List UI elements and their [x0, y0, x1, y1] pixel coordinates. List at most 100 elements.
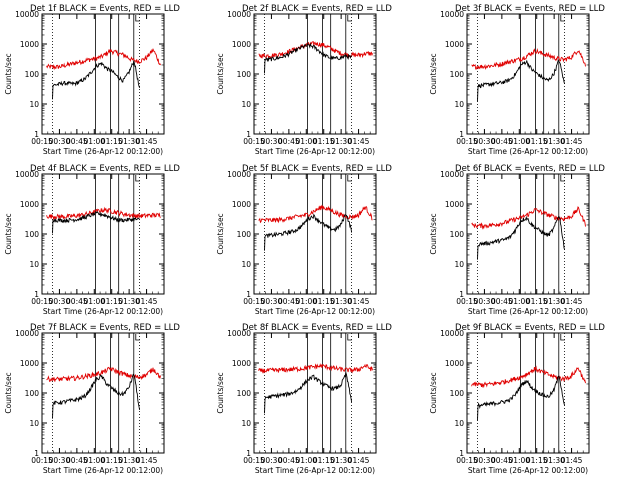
- lld-series-line: [46, 366, 161, 383]
- y-tick-label: 1000: [232, 40, 251, 49]
- y-tick-label: 10: [454, 260, 464, 269]
- y-axis-label: Counts/sec: [4, 372, 13, 413]
- y-tick-label: 100: [25, 230, 40, 239]
- plot-frame: [41, 173, 165, 295]
- lld-series-line: [471, 48, 586, 70]
- x-tick-label: 01:30: [543, 456, 565, 465]
- y-tick-label: 10000: [440, 10, 464, 19]
- panel-title: Det 5f BLACK = Events, RED = LLD: [242, 164, 392, 174]
- panel-title: Det 3f BLACK = Events, RED = LLD: [455, 4, 605, 14]
- x-tick-label: 01:15: [313, 137, 335, 146]
- x-tick-label: 01:00: [295, 456, 317, 465]
- events-series-line: [264, 42, 352, 74]
- x-tick-label: 01:30: [543, 137, 565, 146]
- corner-bracket: [347, 334, 352, 341]
- x-tick-label: 00:45: [491, 137, 513, 146]
- events-series-line: [477, 59, 566, 102]
- corner-bracket: [560, 334, 565, 341]
- x-tick-label: 01:45: [136, 137, 158, 146]
- x-tick-label: 00:15: [243, 137, 265, 146]
- x-tick-label: 01:30: [543, 297, 565, 306]
- y-tick-label: 10000: [15, 170, 39, 179]
- y-tick-label: 10: [29, 260, 39, 269]
- x-tick-label: 01:45: [348, 137, 370, 146]
- plot-frame: [253, 332, 377, 454]
- x-tick-label: 00:30: [474, 137, 496, 146]
- x-tick-label: 00:15: [31, 137, 53, 146]
- y-tick-label: 100: [25, 389, 40, 398]
- x-tick-label: 00:30: [49, 456, 71, 465]
- y-tick-label: 1: [459, 130, 464, 139]
- x-tick-label: 00:15: [31, 456, 53, 465]
- y-tick-label: 10000: [440, 170, 464, 179]
- y-tick-label: 1000: [20, 40, 39, 49]
- x-tick-label: 00:30: [261, 137, 283, 146]
- panel-det-3f: Det 3f BLACK = Events, RED = LLD 1 10 100 10…: [429, 4, 605, 156]
- x-tick-label: 01:00: [295, 297, 317, 306]
- events-series-line: [52, 373, 141, 419]
- y-tick-label: 1: [459, 449, 464, 458]
- y-axis-label: Counts/sec: [216, 53, 225, 94]
- y-tick-label: 10000: [227, 10, 251, 19]
- events-series-line: [477, 374, 566, 421]
- x-tick-label: 00:30: [474, 297, 496, 306]
- y-tick-label: 10000: [440, 329, 464, 338]
- y-axis-label: Counts/sec: [4, 213, 13, 254]
- y-tick-label: 1: [246, 130, 251, 139]
- lld-series-line: [471, 206, 586, 230]
- x-tick-label: 01:00: [508, 456, 530, 465]
- x-tick-label: 01:00: [508, 297, 530, 306]
- panel-title: Det 9f BLACK = Events, RED = LLD: [455, 323, 605, 333]
- plot-frame: [253, 173, 377, 295]
- y-tick-label: 1000: [232, 200, 251, 209]
- corner-bracket: [560, 15, 565, 22]
- lld-series-line: [471, 365, 586, 389]
- plot-frame: [466, 332, 590, 454]
- y-tick-label: 10000: [227, 329, 251, 338]
- x-tick-label: 00:15: [243, 297, 265, 306]
- panel-title: Det 7f BLACK = Events, RED = LLD: [30, 323, 180, 333]
- events-series-line: [264, 213, 353, 251]
- x-tick-label: 00:45: [278, 137, 300, 146]
- lld-series-line: [258, 204, 373, 224]
- x-tick-label: 01:45: [561, 456, 583, 465]
- panel-det-9f: Det 9f BLACK = Events, RED = LLD 1 10 100 10…: [429, 323, 605, 475]
- x-tick-label: 01:00: [508, 137, 530, 146]
- events-series-line: [52, 211, 140, 234]
- y-tick-label: 10000: [15, 10, 39, 19]
- panel-title: Det 8f BLACK = Events, RED = LLD: [242, 323, 392, 333]
- panel-title: Det 4f BLACK = Events, RED = LLD: [30, 164, 180, 174]
- x-tick-label: 01:15: [313, 456, 335, 465]
- x-tick-label: 01:30: [118, 456, 140, 465]
- y-tick-label: 1000: [20, 359, 39, 368]
- x-tick-label: 01:00: [83, 297, 105, 306]
- x-axis-label: Start Time (26-Apr-12 00:12:00): [255, 466, 375, 475]
- x-axis-label: Start Time (26-Apr-12 00:12:00): [43, 307, 163, 316]
- y-tick-label: 100: [25, 70, 40, 79]
- y-axis-label: Counts/sec: [216, 213, 225, 254]
- y-tick-label: 10: [241, 419, 251, 428]
- corner-bracket: [347, 175, 352, 182]
- x-tick-label: 01:30: [330, 137, 352, 146]
- panel-det-1f: Det 1f BLACK = Events, RED = LLD 1 10 100 10…: [4, 4, 180, 156]
- corner-bracket: [135, 15, 140, 22]
- x-tick-label: 01:45: [348, 456, 370, 465]
- plot-frame: [41, 332, 165, 454]
- y-tick-label: 10000: [15, 329, 39, 338]
- x-axis-label: Start Time (26-Apr-12 00:12:00): [468, 307, 588, 316]
- y-tick-label: 1: [246, 290, 251, 299]
- x-tick-label: 00:30: [49, 297, 71, 306]
- x-tick-label: 01:15: [101, 297, 123, 306]
- y-axis-label: Counts/sec: [216, 372, 225, 413]
- y-axis-label: Counts/sec: [429, 372, 438, 413]
- y-tick-label: 10: [241, 100, 251, 109]
- x-tick-label: 00:45: [491, 456, 513, 465]
- x-tick-label: 00:45: [278, 456, 300, 465]
- x-tick-label: 00:15: [31, 297, 53, 306]
- plot-frame: [466, 173, 590, 295]
- x-tick-label: 01:00: [295, 137, 317, 146]
- x-tick-label: 01:45: [561, 137, 583, 146]
- panel-title: Det 6f BLACK = Events, RED = LLD: [455, 164, 605, 174]
- y-tick-label: 100: [450, 230, 465, 239]
